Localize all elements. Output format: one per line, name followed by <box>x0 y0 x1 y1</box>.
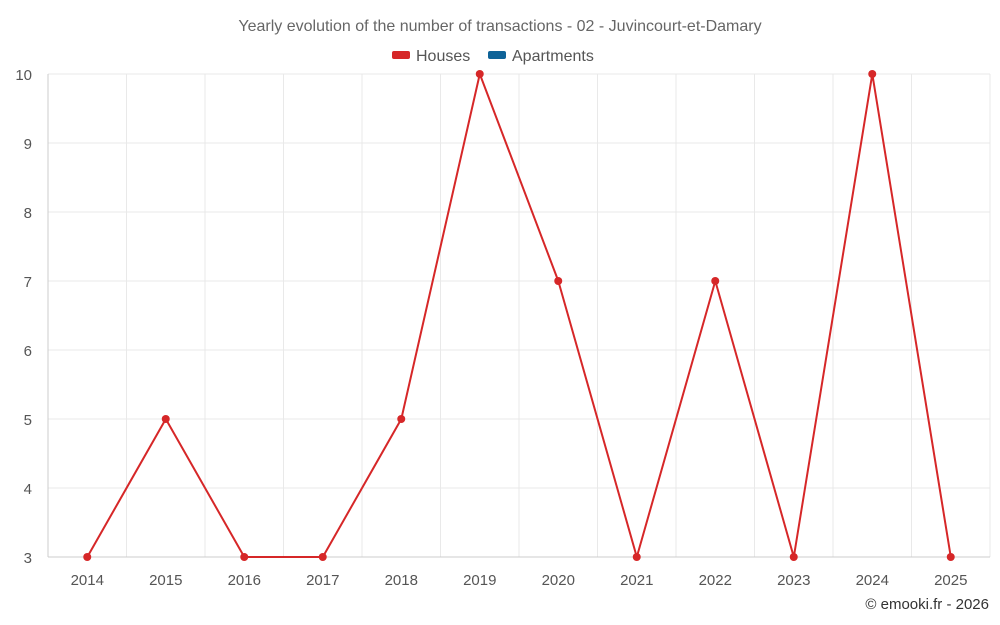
x-tick-label: 2016 <box>228 572 261 589</box>
legend-label-apartments: Apartments <box>512 48 594 65</box>
x-tick-label: 2014 <box>71 572 104 589</box>
data-point[interactable] <box>475 70 484 78</box>
x-tick-label: 2021 <box>620 572 653 589</box>
data-point[interactable] <box>318 553 327 561</box>
y-tick-label: 4 <box>24 481 32 498</box>
data-point[interactable] <box>711 277 720 285</box>
data-point[interactable] <box>632 553 641 561</box>
x-tick-label: 2024 <box>856 572 889 589</box>
y-tick-label: 6 <box>24 343 32 360</box>
y-tick-label: 5 <box>24 412 32 429</box>
data-point[interactable] <box>554 277 563 285</box>
x-tick-label: 2023 <box>777 572 810 589</box>
data-point[interactable] <box>240 553 249 561</box>
axes: 3 4 5 6 7 8 9 10 2014 2015 2016 2017 2018 2019 2020 202… <box>15 67 990 589</box>
data-point[interactable] <box>946 553 955 561</box>
y-tick-label: 9 <box>24 136 32 153</box>
x-tick-label: 2017 <box>306 572 339 589</box>
x-tick-label: 2022 <box>699 572 732 589</box>
legend: Houses Apartments <box>392 48 594 65</box>
legend-item-houses[interactable]: Houses <box>392 48 470 65</box>
y-tick-label: 8 <box>24 205 32 222</box>
chart-title: Yearly evolution of the number of transa… <box>238 18 761 35</box>
y-tick-label: 3 <box>24 550 32 567</box>
legend-swatch-houses <box>392 51 410 59</box>
data-point[interactable] <box>161 415 170 423</box>
x-tick-label: 2018 <box>385 572 418 589</box>
x-tick-label: 2015 <box>149 572 182 589</box>
series-line-houses <box>86 73 952 558</box>
grid <box>47 73 991 558</box>
x-tick-label: 2019 <box>463 572 496 589</box>
legend-label-houses: Houses <box>416 48 470 65</box>
data-point[interactable] <box>789 553 798 561</box>
legend-swatch-apartments <box>488 51 506 59</box>
data-point[interactable] <box>397 415 406 423</box>
series-layer <box>83 70 955 561</box>
x-tick-label: 2020 <box>542 572 575 589</box>
legend-item-apartments[interactable]: Apartments <box>488 48 594 65</box>
x-tick-label: 2025 <box>934 572 967 589</box>
data-point[interactable] <box>83 553 92 561</box>
y-tick-label: 10 <box>15 67 32 84</box>
data-point[interactable] <box>868 70 877 78</box>
y-tick-label: 7 <box>24 274 32 291</box>
credit-text: © emooki.fr - 2026 <box>865 596 989 613</box>
